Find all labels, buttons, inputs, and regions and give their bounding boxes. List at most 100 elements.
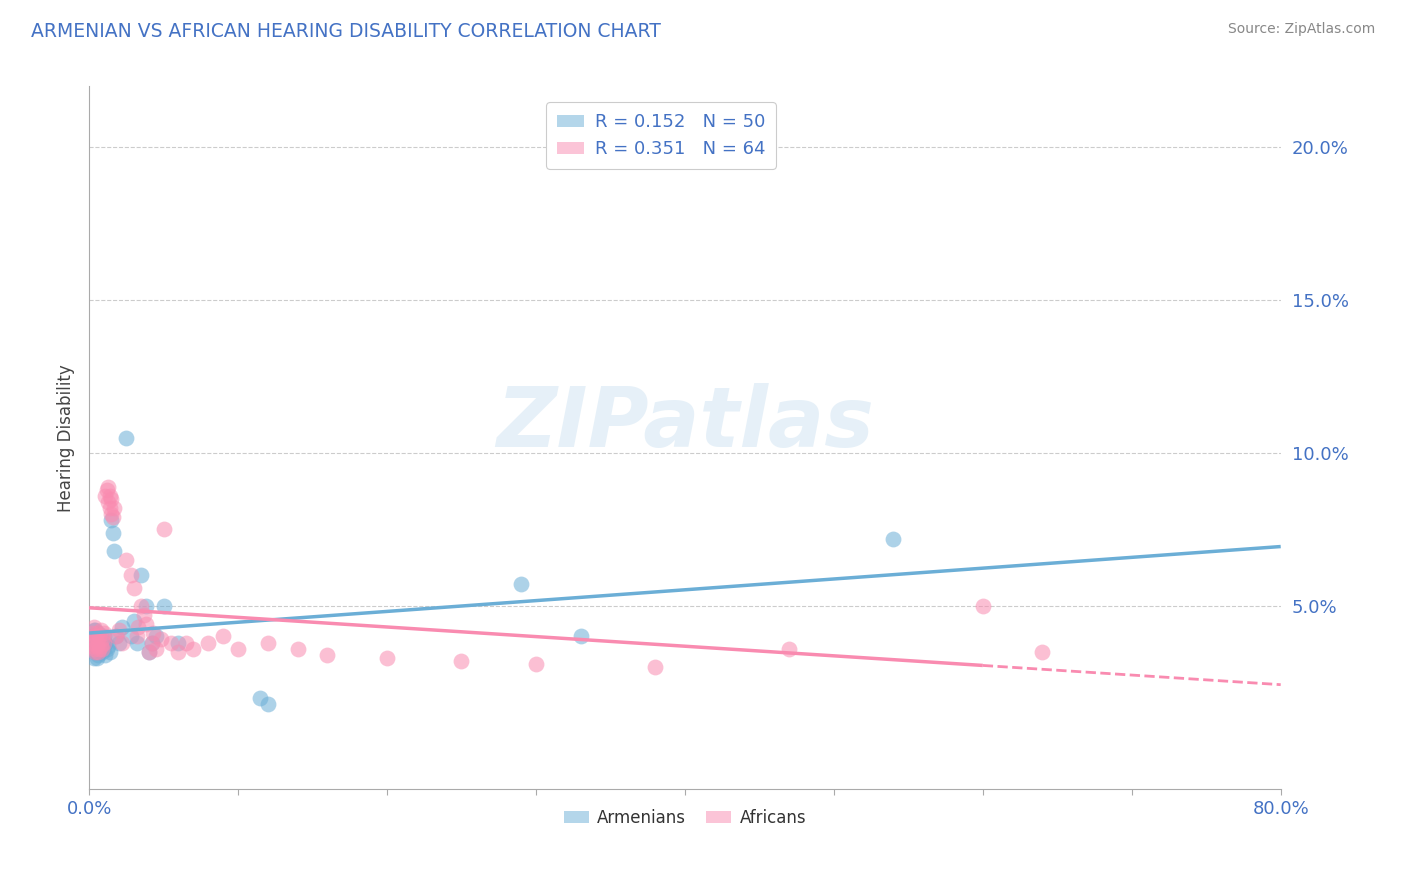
Point xyxy=(93,629,115,643)
Point xyxy=(375,650,398,665)
Point xyxy=(135,617,157,632)
Point xyxy=(120,568,142,582)
Point xyxy=(778,641,800,656)
Point xyxy=(90,641,112,656)
Point xyxy=(97,480,120,494)
Point xyxy=(152,523,174,537)
Point xyxy=(183,641,205,656)
Point xyxy=(510,577,533,591)
Point xyxy=(104,629,127,643)
Point xyxy=(174,635,197,649)
Point xyxy=(79,635,101,649)
Point xyxy=(316,648,339,662)
Point xyxy=(115,553,138,567)
Point xyxy=(98,489,121,503)
Point xyxy=(256,697,278,711)
Point xyxy=(89,641,111,656)
Point xyxy=(167,635,190,649)
Point xyxy=(96,641,118,656)
Point xyxy=(80,641,103,656)
Point xyxy=(86,629,108,643)
Point xyxy=(145,629,167,643)
Point xyxy=(80,626,103,640)
Point xyxy=(103,544,125,558)
Point xyxy=(84,635,107,649)
Point xyxy=(87,635,110,649)
Text: ZIPatlas: ZIPatlas xyxy=(496,384,873,464)
Point xyxy=(149,632,172,647)
Point xyxy=(450,654,472,668)
Point xyxy=(115,431,138,445)
Point xyxy=(87,645,110,659)
Point xyxy=(1031,645,1053,659)
Point xyxy=(108,635,131,649)
Point xyxy=(84,645,107,659)
Point xyxy=(138,645,160,659)
Point xyxy=(94,648,117,662)
Point xyxy=(86,641,108,656)
Point xyxy=(94,635,117,649)
Y-axis label: Hearing Disability: Hearing Disability xyxy=(58,364,75,512)
Point xyxy=(86,626,108,640)
Point xyxy=(125,635,148,649)
Point xyxy=(122,581,145,595)
Text: Source: ZipAtlas.com: Source: ZipAtlas.com xyxy=(1227,22,1375,37)
Point xyxy=(125,629,148,643)
Point xyxy=(138,645,160,659)
Point xyxy=(145,641,167,656)
Point xyxy=(167,645,190,659)
Point xyxy=(86,639,108,653)
Point xyxy=(97,639,120,653)
Point xyxy=(89,629,111,643)
Point xyxy=(87,648,110,662)
Point xyxy=(94,489,117,503)
Point xyxy=(212,629,235,643)
Point xyxy=(111,635,134,649)
Point xyxy=(135,599,157,613)
Point xyxy=(84,629,107,643)
Point xyxy=(100,491,122,506)
Point xyxy=(86,650,108,665)
Point xyxy=(101,510,124,524)
Point xyxy=(83,620,105,634)
Point xyxy=(524,657,547,671)
Point xyxy=(84,624,107,638)
Point xyxy=(287,641,309,656)
Point xyxy=(91,641,114,656)
Point xyxy=(108,624,131,638)
Point xyxy=(84,645,107,659)
Point xyxy=(160,635,183,649)
Point xyxy=(972,599,994,613)
Point xyxy=(80,635,103,649)
Point xyxy=(87,626,110,640)
Point xyxy=(83,635,105,649)
Point xyxy=(91,632,114,647)
Point xyxy=(96,483,118,497)
Point xyxy=(87,635,110,649)
Point xyxy=(83,624,105,638)
Point xyxy=(100,513,122,527)
Point xyxy=(91,645,114,659)
Point xyxy=(83,641,105,656)
Point xyxy=(104,629,127,643)
Point xyxy=(129,568,152,582)
Point xyxy=(97,495,120,509)
Point xyxy=(79,639,101,653)
Point xyxy=(120,629,142,643)
Point xyxy=(93,639,115,653)
Point xyxy=(98,645,121,659)
Point xyxy=(83,632,105,647)
Point xyxy=(90,629,112,643)
Point xyxy=(89,645,111,659)
Point xyxy=(127,620,149,634)
Point xyxy=(80,629,103,643)
Point xyxy=(100,507,122,521)
Point xyxy=(226,641,249,656)
Point xyxy=(249,690,271,705)
Point xyxy=(644,660,666,674)
Point xyxy=(134,607,156,622)
Text: ARMENIAN VS AFRICAN HEARING DISABILITY CORRELATION CHART: ARMENIAN VS AFRICAN HEARING DISABILITY C… xyxy=(31,22,661,41)
Point xyxy=(256,635,278,649)
Point xyxy=(101,525,124,540)
Point xyxy=(103,501,125,516)
